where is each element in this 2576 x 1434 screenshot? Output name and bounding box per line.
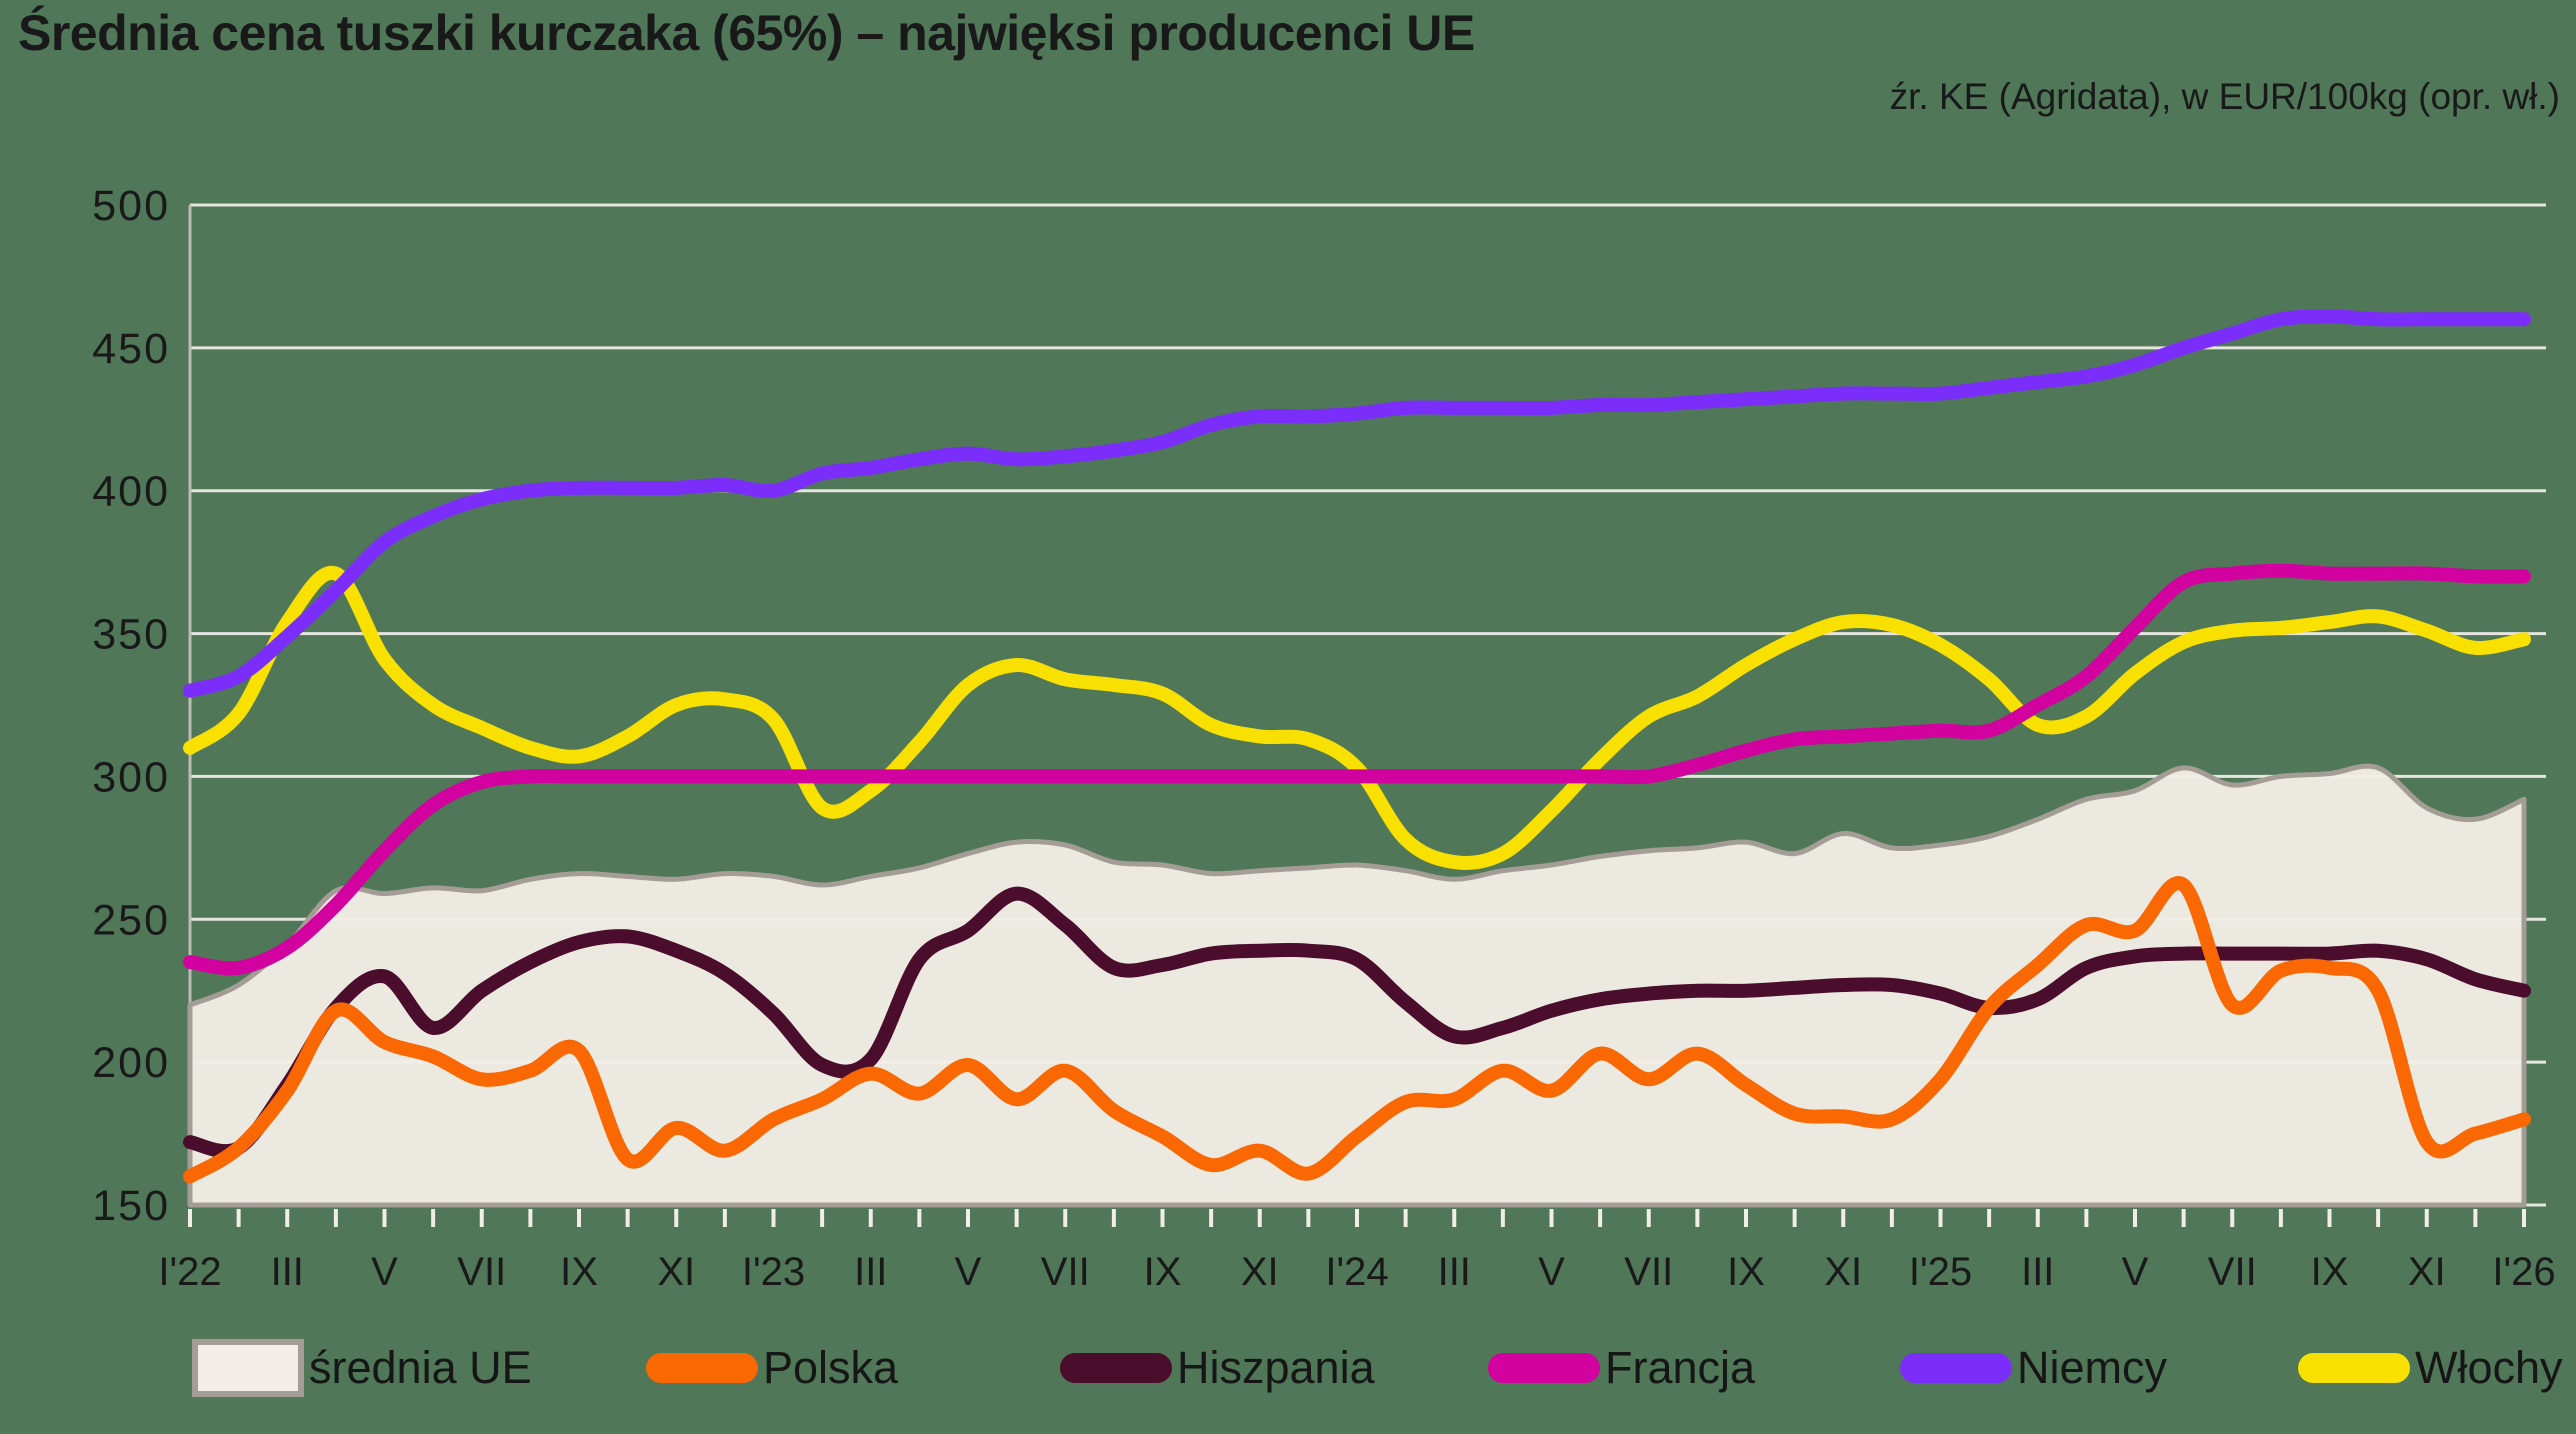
x-axis-label-VII: VII [2208,1250,2257,1294]
x-axis-label-V: V [955,1250,982,1294]
y-axis-label-200: 200 [92,1039,170,1087]
x-axis-label-VII: VII [457,1250,506,1294]
legend-label: średnia UE [309,1342,532,1393]
x-axis-label-IX: IX [2311,1250,2349,1294]
x-axis-label-I'23: I'23 [742,1250,805,1294]
x-axis-label-III: III [2021,1250,2054,1294]
legend-item-Niemcy: Niemcy [1900,1322,2167,1414]
y-axis-label-300: 300 [92,753,170,801]
series-line-Hiszpania [183,886,2531,1159]
series-line-Niemcy [183,309,2531,698]
series-line-Polska [183,876,2531,1184]
x-axis-label-III: III [271,1250,304,1294]
x-axis-label-VII: VII [1041,1250,1090,1294]
x-axis-label-IX: IX [1144,1250,1182,1294]
x-axis-label-IX: IX [1727,1250,1765,1294]
x-axis-label-XI: XI [1824,1250,1862,1294]
y-axis-label-450: 450 [92,325,170,373]
legend-swatch-line-icon [2298,1353,2410,1383]
legend-swatch-line-icon [1900,1353,2012,1383]
x-axis-label-I'24: I'24 [1325,1250,1388,1294]
series-line-Włochy [183,565,2531,870]
y-axis-label-250: 250 [92,896,170,944]
y-axis-label-500: 500 [92,182,170,230]
legend-swatch-area-icon [192,1339,304,1397]
legend-label: Francja [1605,1342,1756,1393]
legend-swatch-line-icon [1488,1353,1600,1383]
x-axis-label-V: V [371,1250,398,1294]
source-note: źr. KE (Agridata), w EUR/100kg (opr. wł.… [1889,76,2560,117]
y-axis-label-350: 350 [92,611,170,659]
x-axis-label-III: III [854,1250,887,1294]
y-axis-label-400: 400 [92,468,170,516]
legend-item-Francja: Francja [1488,1322,1755,1414]
y-axis-label-150: 150 [92,1182,170,1230]
legend-item-Hiszpania: Hiszpania [1060,1322,1375,1414]
x-axis-label-IX: IX [560,1250,598,1294]
legend-item-Włochy: Włochy [2298,1322,2563,1414]
legend-label: Hiszpania [1177,1342,1375,1393]
x-axis-label-XI: XI [657,1250,695,1294]
x-axis-label-I'26: I'26 [2492,1250,2555,1294]
x-axis-label-I'22: I'22 [158,1250,221,1294]
legend-item-Polska: Polska [646,1322,898,1414]
x-axis-label-XI: XI [1241,1250,1279,1294]
x-axis-label-III: III [1438,1250,1471,1294]
chart-title: Średnia cena tuszki kurczaka (65%) – naj… [18,5,1475,61]
x-axis-label-XI: XI [2408,1250,2446,1294]
series-area-średnia UE [187,763,2527,1208]
x-axis-label-I'25: I'25 [1909,1250,1972,1294]
x-axis-label-VII: VII [1624,1250,1673,1294]
series-line-Francja [183,563,2531,976]
chart-legend: średnia UE Polska Hiszpania Francja Niemcy Wł… [0,1322,2576,1422]
legend-swatch-line-icon [1060,1353,1172,1383]
legend-item-średnia UE: średnia UE [192,1322,532,1414]
legend-label: Włochy [2415,1342,2563,1393]
legend-swatch-line-icon [646,1353,758,1383]
legend-label: Polska [763,1342,899,1393]
x-axis-label-V: V [2122,1250,2149,1294]
legend-label: Niemcy [2017,1342,2168,1393]
x-axis-label-V: V [1538,1250,1565,1294]
